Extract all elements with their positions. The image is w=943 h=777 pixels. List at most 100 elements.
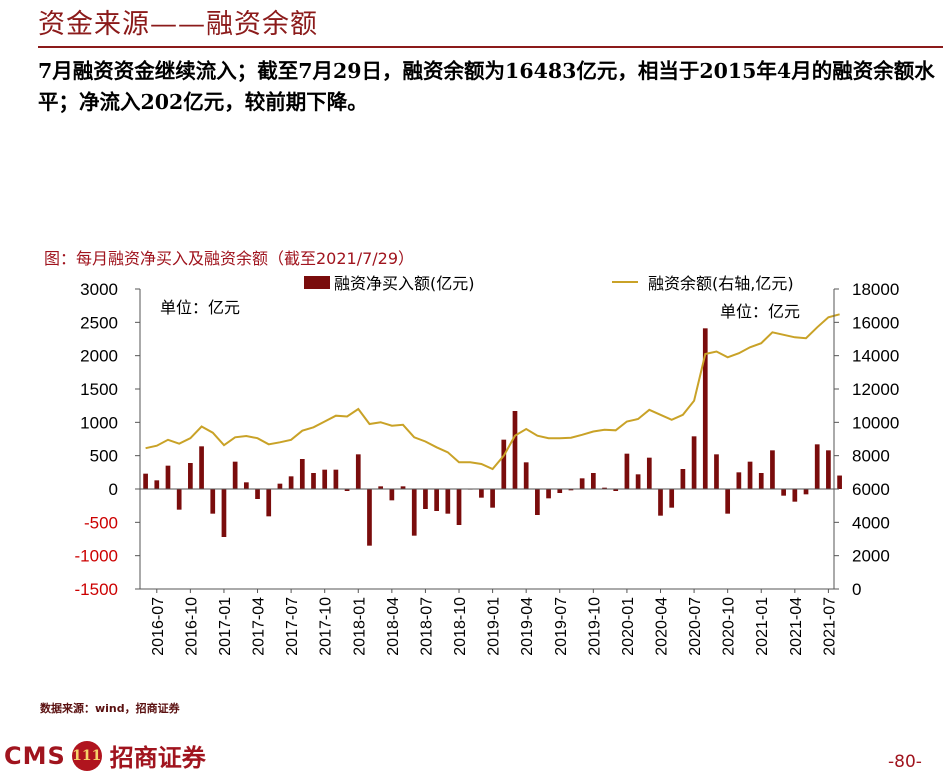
page-number: -80- [888,752,922,772]
y-right-tick-label: 16000 [852,313,899,332]
bar [322,469,328,489]
bar [400,486,406,489]
chart-title: 图：每月融资净买入及融资余额（截至2021/7/29） [44,249,415,268]
x-tick-label: 2021-04 [788,597,805,656]
logo-badge-icon: 111 [71,740,102,771]
logo-chinese-name: 招商证券 [109,743,206,772]
y-right-tick-label: 18000 [852,280,899,299]
bar [792,489,798,502]
legend-item-line: 融资余额(右轴,亿元) [612,270,794,294]
bar [736,472,742,489]
bar [299,459,305,489]
bars-layer [143,328,842,546]
y-left-tick-label: 500 [90,447,118,466]
bar [221,489,227,537]
bar [758,473,764,489]
bar [255,489,260,499]
unit-left-label: 单位：亿元 [160,298,241,317]
bar [803,489,809,495]
bar [277,483,283,489]
bar [613,489,619,491]
bar [501,439,507,489]
bar [199,446,204,489]
data-source: 数据来源：wind，招商证券 [40,702,180,715]
line-series-margin-balance [145,313,840,471]
y-left-tick-label: -500 [84,513,118,532]
legend-item-bars: 融资净买入额(亿元) [304,270,475,294]
y-left-tick-label: 1500 [80,380,118,399]
unit-right-label: 单位：亿元 [720,302,801,321]
bar [165,465,171,489]
y-right-tick-label: 2000 [852,547,890,566]
bar [344,489,350,491]
x-tick-label: 2019-07 [553,597,570,656]
bar [411,489,417,536]
line-layer [145,313,840,471]
bar [646,457,652,489]
x-tick-label: 2017-07 [284,597,301,656]
bar [445,489,451,514]
y-left-tick-label: 2000 [80,347,118,366]
x-tick-label: 2018-01 [351,597,368,656]
bar [579,478,585,489]
bar [523,462,529,489]
legend-bar-swatch [304,275,330,289]
y-left-tick-label: 1000 [80,413,118,432]
bar [658,489,663,516]
bar [669,489,675,508]
x-tick-label: 2017-10 [318,597,335,656]
x-tick-label: 2020-10 [721,597,738,656]
bar [512,411,518,489]
bar [333,469,339,489]
bar [691,436,697,489]
legend-line-swatch [612,281,638,283]
bar [288,476,294,489]
y-left-tick-label: 0 [109,480,118,499]
x-tick-label: 2016-10 [183,597,200,656]
bar [434,489,439,511]
y-right-tick-label: 4000 [852,513,890,532]
bar [367,489,372,546]
y-left-tick-label: 3000 [80,280,118,299]
x-tick-label: 2017-04 [251,597,268,656]
bar [568,489,574,491]
bar [389,489,395,501]
y-right-tick-label: 0 [852,580,861,599]
x-tick-label: 2018-07 [418,597,435,656]
brand-logo: CMS 111 招商证券 [4,738,206,773]
x-tick-label: 2018-10 [452,597,469,656]
logo-text: CMS [4,741,66,770]
bar [210,489,216,514]
page-title: 资金来源——融资余额 [38,9,318,40]
bar [826,450,831,489]
bar [546,489,551,499]
x-tick-label: 2021-07 [821,597,838,656]
bar [590,473,596,489]
bar [479,489,484,498]
y-right-tick-label: 8000 [852,447,890,466]
bar [176,489,182,510]
bar [232,461,238,489]
x-tick-label: 2017-01 [217,597,234,656]
y-right-tick-label: 12000 [852,380,899,399]
bar [490,489,495,508]
x-tick-label: 2019-04 [519,597,536,656]
legend-bar-label: 融资净买入额(亿元) [334,274,475,293]
x-tick-label: 2019-10 [586,597,603,656]
bar [378,486,384,489]
y-right-tick-label: 6000 [852,480,890,499]
legend-line-label: 融资余额(右轴,亿元) [648,274,794,293]
y-left-tick-label: 2500 [80,313,118,332]
bar [770,450,775,489]
x-tick-label: 2020-04 [654,597,671,656]
bar [355,454,361,489]
x-tick-label: 2021-01 [754,597,771,656]
x-tick-label: 2020-01 [620,597,637,656]
x-tick-label: 2019-01 [486,597,503,656]
y-right-tick-label: 14000 [852,347,899,366]
bar [266,489,272,517]
bar [725,489,731,514]
y-left-tick-label: -1500 [75,580,118,599]
bar [154,480,160,489]
bar [714,454,719,489]
